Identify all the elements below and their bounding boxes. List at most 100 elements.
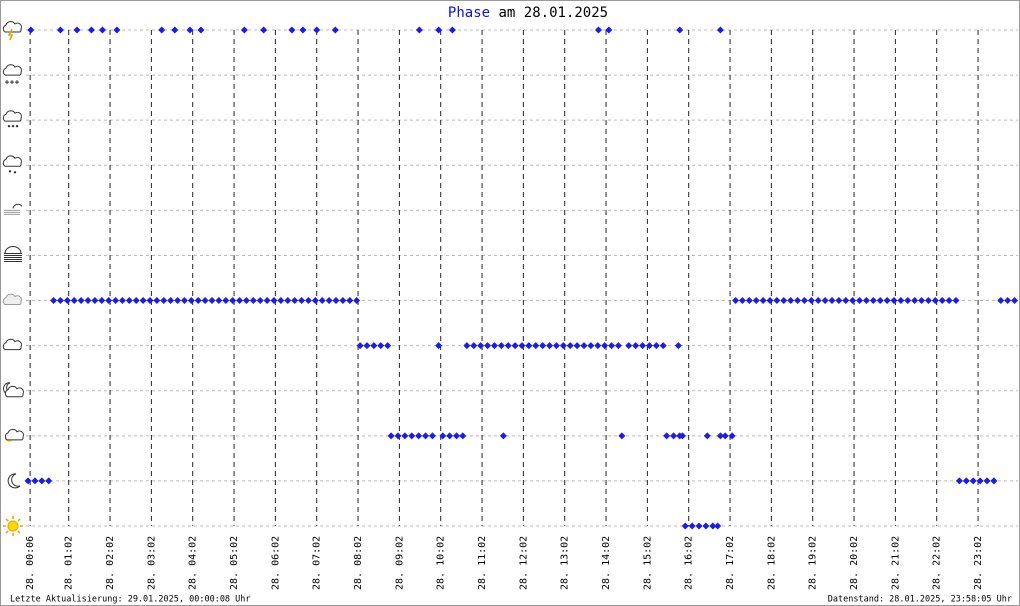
chart-title: Phase am 28.01.2025 <box>448 5 608 21</box>
point <box>800 297 808 305</box>
point <box>862 297 870 305</box>
point <box>298 297 306 305</box>
x-tick-label: 28. 13:02 <box>560 536 571 590</box>
y-tick-icon <box>2 155 22 174</box>
icon-cloud <box>2 155 22 167</box>
point <box>415 432 423 440</box>
point <box>453 432 461 440</box>
x-tick-label: 28. 10:02 <box>436 536 447 590</box>
icon-arc <box>12 203 23 209</box>
point <box>688 522 696 530</box>
x-tick-label: 28. 18:02 <box>766 536 777 590</box>
point <box>448 26 456 34</box>
point <box>249 297 257 305</box>
x-tick-label: 28. 12:02 <box>518 536 529 590</box>
point <box>728 432 736 440</box>
point <box>499 432 507 440</box>
point <box>318 297 326 305</box>
point <box>477 342 485 350</box>
point <box>952 297 960 305</box>
point <box>284 297 292 305</box>
point <box>215 297 223 305</box>
icon-cloud <box>2 64 22 76</box>
point <box>346 297 354 305</box>
point <box>625 342 633 350</box>
point <box>904 297 912 305</box>
y-tick-icon <box>2 21 22 41</box>
point <box>174 297 182 305</box>
x-tick-label: 28. 20:02 <box>849 536 860 590</box>
icon-arc <box>4 246 22 254</box>
point <box>511 342 519 350</box>
y-tick-icon <box>3 516 23 536</box>
point <box>132 297 140 305</box>
x-tick-label: 28. 22:02 <box>932 536 943 590</box>
point <box>167 297 175 305</box>
point <box>605 26 613 34</box>
point <box>931 297 939 305</box>
icon-moon <box>7 473 21 489</box>
point <box>566 342 574 350</box>
point <box>187 297 195 305</box>
point <box>773 297 781 305</box>
x-tick-label: 28. 14:02 <box>601 536 612 590</box>
point <box>153 297 161 305</box>
icon-cloud <box>2 21 22 33</box>
point <box>835 297 843 305</box>
x-tick-label: 28. 19:02 <box>808 536 819 590</box>
point <box>752 297 760 305</box>
point <box>614 342 622 350</box>
point <box>260 26 268 34</box>
point <box>911 297 919 305</box>
point <box>186 26 194 34</box>
x-tick-label: 28. 09:02 <box>394 536 405 590</box>
point <box>639 342 647 350</box>
point <box>208 297 216 305</box>
point <box>681 522 689 530</box>
point <box>313 26 321 34</box>
point <box>263 297 271 305</box>
point <box>601 342 609 350</box>
point <box>387 432 395 440</box>
icon-cloud <box>4 385 24 398</box>
icon-sun <box>7 520 19 532</box>
point <box>663 432 671 440</box>
point <box>897 297 905 305</box>
point <box>573 342 581 350</box>
x-tick-label: 28. 01:02 <box>64 536 75 590</box>
icon-star <box>10 80 14 85</box>
y-tick-icon <box>2 293 22 306</box>
point <box>394 432 402 440</box>
point <box>490 342 498 350</box>
point <box>91 297 99 305</box>
point <box>955 477 963 485</box>
point <box>695 522 703 530</box>
y-tick-icon <box>2 338 22 351</box>
point <box>780 297 788 305</box>
point <box>27 26 35 34</box>
point <box>363 342 371 350</box>
point <box>869 297 877 305</box>
point <box>201 297 209 305</box>
point <box>45 477 53 485</box>
point <box>331 26 339 34</box>
point <box>608 342 616 350</box>
point <box>969 477 977 485</box>
point <box>849 297 857 305</box>
icon-cloud <box>2 110 22 122</box>
point <box>938 297 946 305</box>
point <box>112 297 120 305</box>
y-tick-icon <box>4 428 24 442</box>
icon-flake <box>7 124 11 128</box>
point <box>98 26 106 34</box>
icon-flake <box>15 124 19 128</box>
point <box>77 297 85 305</box>
point <box>197 26 205 34</box>
point <box>497 342 505 350</box>
point <box>716 432 724 440</box>
point <box>876 297 884 305</box>
x-tick-label: 28. 15:02 <box>642 536 653 590</box>
point <box>962 477 970 485</box>
point <box>439 432 447 440</box>
